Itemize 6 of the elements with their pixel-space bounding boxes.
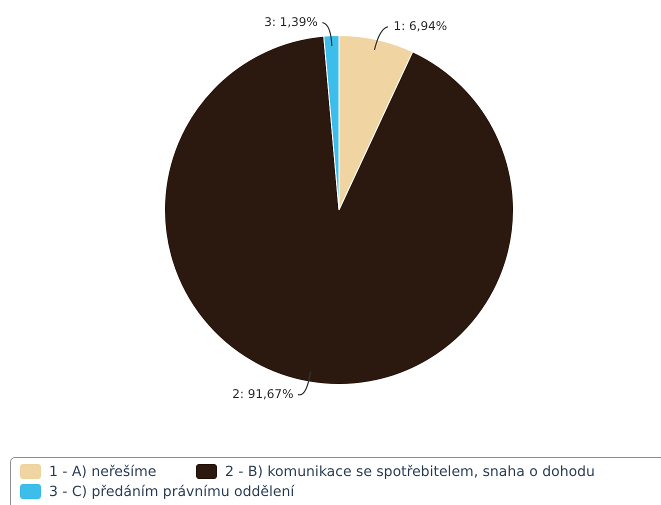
data-label: 1: 6,94% [394,19,448,34]
legend-label: 3 - C) předáním právnímu oddělení [49,484,294,500]
data-label: 3: 1,39% [264,14,318,29]
data-label: 2: 91,67% [232,386,294,401]
legend-label: 1 - A) neřešíme [49,464,156,480]
legend-label: 2 - B) komunikace se spotřebitelem, snaha o dohodu [225,464,595,480]
